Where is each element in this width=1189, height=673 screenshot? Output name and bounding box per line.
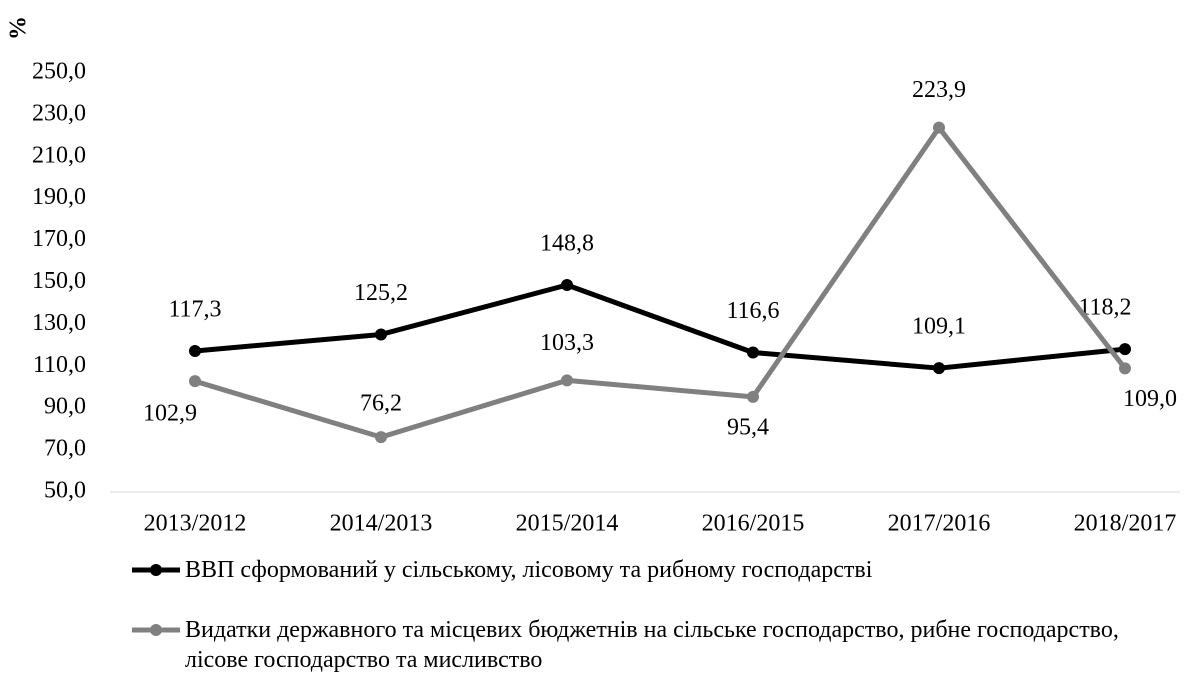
point <box>375 328 387 341</box>
point <box>189 375 201 388</box>
y-tick-label: 190,0 <box>32 184 86 210</box>
point <box>1119 362 1131 375</box>
legend-point <box>150 564 162 576</box>
legend-item: ВВП сформований у сільському, лісовому т… <box>130 555 1170 585</box>
x-tick-label: 2015/2014 <box>516 511 619 537</box>
y-tick-label: 110,0 <box>33 352 86 378</box>
series-line <box>194 282 1126 371</box>
y-tick-label: 70,0 <box>44 436 86 462</box>
y-tick-label: 50,0 <box>44 478 86 504</box>
legend-label: Видатки державного та місцевих бюджетнів… <box>185 617 1119 673</box>
x-tick-label: 2013/2012 <box>144 511 247 537</box>
point <box>1119 343 1131 356</box>
data-label: 117,3 <box>168 297 221 323</box>
data-label: 148,8 <box>540 231 594 257</box>
legend-point <box>150 624 162 636</box>
point <box>375 431 387 444</box>
legend-label: ВВП сформований у сільському, лісовому т… <box>185 557 873 583</box>
point <box>189 345 201 358</box>
y-tick-label: 130,0 <box>32 310 86 336</box>
legend-swatch <box>132 564 180 576</box>
legend-swatch <box>132 624 180 636</box>
chart: % 50,0 70,0 90,0 110,0 130,0 150,0 170,0 190,0 2… <box>6 16 1180 537</box>
point <box>933 121 945 134</box>
x-tick-label: 2014/2013 <box>330 511 433 537</box>
y-axis-label: % <box>6 16 32 40</box>
y-tick-label: 210,0 <box>32 142 86 168</box>
data-label: 76,2 <box>360 391 402 417</box>
data-label: 103,3 <box>540 330 594 356</box>
data-label: 223,9 <box>912 77 966 103</box>
series-line <box>194 125 1127 440</box>
x-tick-label: 2016/2015 <box>702 511 805 537</box>
point <box>747 346 759 359</box>
x-tick-label: 2018/2017 <box>1074 511 1177 537</box>
point <box>561 374 573 387</box>
data-label: 109,1 <box>912 314 966 340</box>
y-tick-label: 250,0 <box>32 59 86 85</box>
legend-item: Видатки державного та місцевих бюджетнів… <box>130 615 1170 673</box>
data-label: 109,0 <box>1123 386 1177 412</box>
point <box>747 390 759 403</box>
point <box>561 279 573 292</box>
y-tick-label: 150,0 <box>32 268 86 294</box>
data-label: 102,9 <box>143 401 197 427</box>
y-tick-label: 230,0 <box>32 100 86 126</box>
point <box>933 362 945 375</box>
data-label: 116,6 <box>726 298 779 324</box>
x-tick-label: 2017/2016 <box>888 511 991 537</box>
data-label: 125,2 <box>354 280 408 306</box>
y-tick-label: 90,0 <box>44 394 86 420</box>
y-tick-label: 170,0 <box>32 226 86 252</box>
data-label: 95,4 <box>727 414 769 440</box>
